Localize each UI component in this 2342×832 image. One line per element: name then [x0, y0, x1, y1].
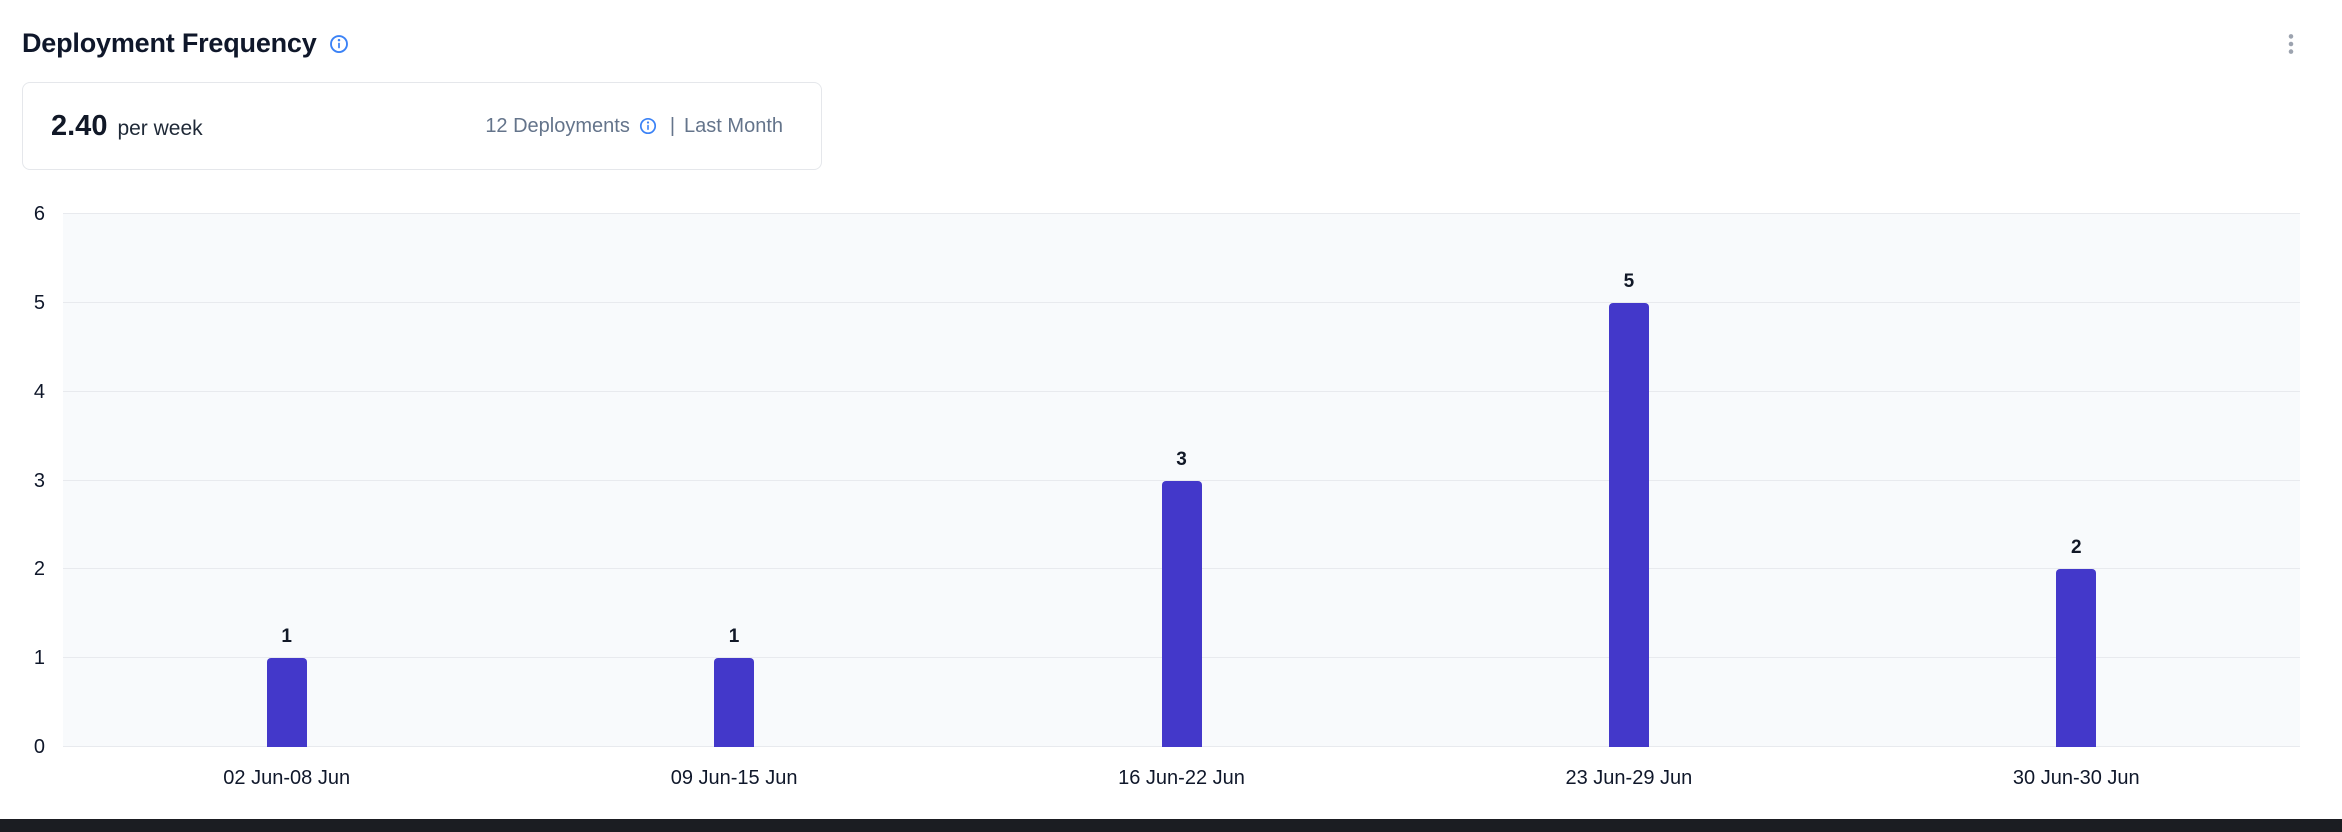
- chart-bar[interactable]: [2056, 569, 2097, 747]
- period-label: Last Month: [684, 114, 783, 137]
- chart-bar[interactable]: [266, 658, 307, 747]
- chart-bar[interactable]: [1608, 302, 1649, 747]
- plot-wrap: 1 1 3 5 2 02 Jun-08 Jun 09 Jun-15 Jun 16 Jun-2…: [63, 213, 2300, 809]
- bar-value-label: 3: [1176, 448, 1187, 470]
- period-group: 12 Deployments | Last Month: [485, 115, 783, 138]
- y-tick-label: 6: [33, 203, 45, 225]
- metric-value: 2.40: [51, 109, 108, 142]
- gridline: [63, 301, 2300, 303]
- bar-value-label: 2: [2071, 537, 2082, 559]
- summary-card: 2.40 per week 12 Deployments | Last Mont…: [22, 82, 822, 170]
- gridline: [63, 479, 2300, 481]
- y-tick-label: 3: [33, 469, 45, 492]
- bar-value-label: 1: [728, 626, 740, 648]
- plot-area: 1 1 3 5 2: [63, 213, 2300, 747]
- y-tick-label: 5: [33, 291, 45, 314]
- bottom-divider: [0, 819, 2342, 832]
- deployments-count: 12 Deployments: [485, 114, 630, 137]
- gridline: [63, 213, 2300, 214]
- chart-bar[interactable]: [714, 658, 755, 747]
- x-axis-label: 09 Jun-15 Jun: [670, 767, 798, 789]
- chart-bar[interactable]: [1161, 480, 1202, 747]
- y-tick-label: 2: [33, 558, 45, 581]
- kebab-menu-icon[interactable]: [2276, 29, 2306, 59]
- page-title: Deployment Frequency: [22, 28, 317, 58]
- x-axis-label: 16 Jun-22 Jun: [1118, 767, 1245, 789]
- info-icon[interactable]: [639, 117, 657, 135]
- y-tick-label: 1: [33, 647, 45, 670]
- bar-value-label: 5: [1623, 270, 1635, 292]
- metric-unit: per week: [117, 116, 203, 140]
- metric: 2.40 per week: [51, 110, 203, 143]
- x-axis-label: 23 Jun-29 Jun: [1565, 767, 1693, 789]
- bar-value-label: 1: [281, 626, 292, 648]
- x-axis-label: 30 Jun-30 Jun: [2012, 767, 2140, 789]
- gridline: [63, 390, 2300, 392]
- y-tick-label: 4: [33, 380, 45, 403]
- widget-header: Deployment Frequency: [22, 28, 2306, 59]
- y-axis: 0 1 2 3 4 5 6: [0, 204, 63, 757]
- x-axis-label: 02 Jun-08 Jun: [223, 767, 351, 789]
- deployment-frequency-chart: 0 1 2 3 4 5 6 1 1 3 5 2 02 Jun-08 Jun 09 Jun-15 Jun…: [0, 204, 2300, 809]
- y-tick-label: 0: [33, 736, 45, 758]
- info-icon[interactable]: [329, 34, 349, 54]
- separator: |: [669, 114, 676, 137]
- x-axis: 02 Jun-08 Jun 09 Jun-15 Jun 16 Jun-22 Jun 2…: [63, 747, 2300, 809]
